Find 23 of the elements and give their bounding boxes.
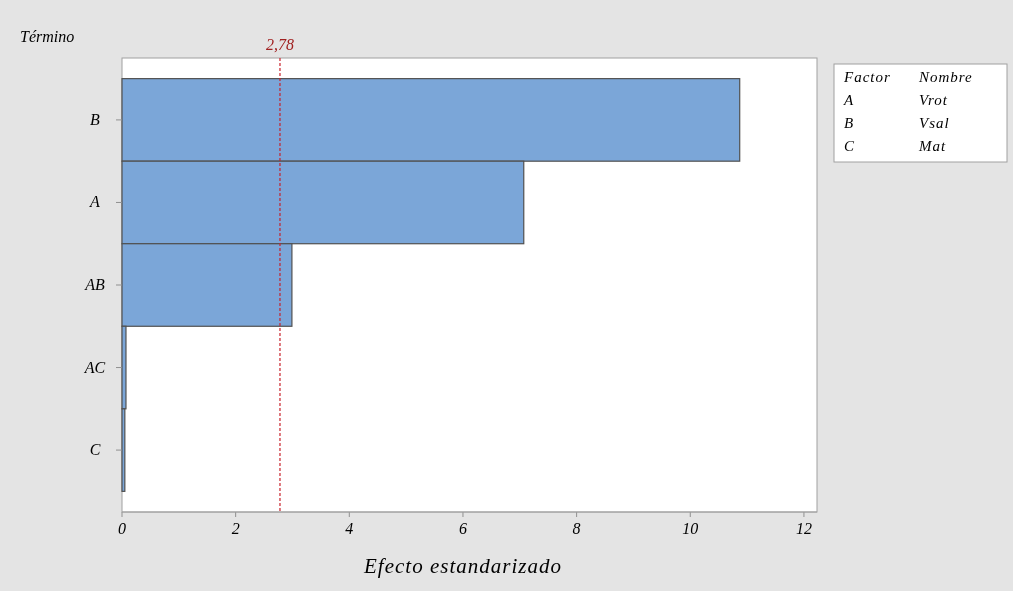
x-tick-label: 10 xyxy=(682,520,699,537)
text: Mat xyxy=(918,138,947,154)
x-tick-label: 12 xyxy=(795,520,812,537)
y-tick-label: AC xyxy=(83,358,106,376)
y-tick-label: AB xyxy=(84,276,105,293)
ref-line-label: 2,78 xyxy=(265,36,294,53)
text: Factor xyxy=(843,69,891,85)
y-axis-title: Término xyxy=(20,28,75,45)
text: B xyxy=(844,115,855,131)
text: C xyxy=(844,138,856,154)
x-tick-label: 2 xyxy=(231,520,240,537)
y-tick-label: B xyxy=(90,110,101,128)
text: Nombre xyxy=(918,69,973,85)
x-tick-label: 8 xyxy=(572,520,581,537)
x-axis-title: Efecto estandarizado xyxy=(363,554,562,578)
text: A xyxy=(843,92,855,108)
x-tick-label: 4 xyxy=(345,520,354,537)
text: Vrot xyxy=(919,92,948,108)
text: Vsal xyxy=(919,115,950,131)
x-tick-label: 6 xyxy=(458,520,467,537)
y-tick-label: C xyxy=(89,441,101,459)
y-tick-label: A xyxy=(89,193,101,211)
x-tick-label: 0 xyxy=(118,520,126,537)
